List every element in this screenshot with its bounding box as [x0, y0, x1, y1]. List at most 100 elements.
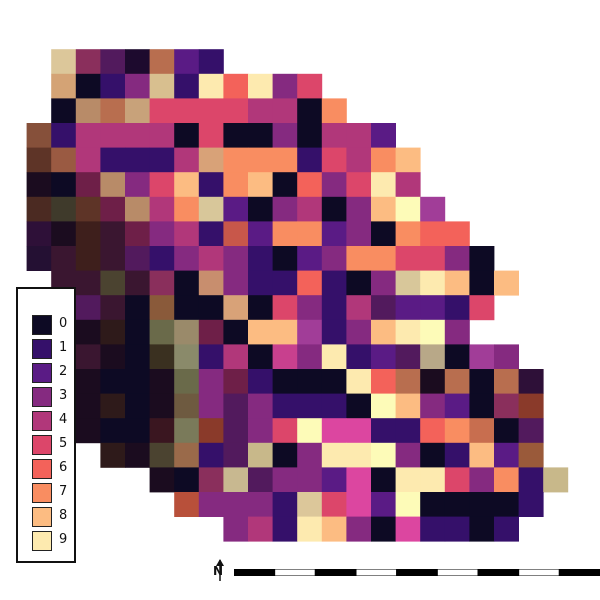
raster-cell	[248, 319, 273, 345]
raster-cell	[469, 467, 495, 493]
raster-cell	[125, 147, 150, 173]
raster-cell	[174, 123, 200, 148]
raster-cell	[395, 295, 421, 321]
raster-cell	[469, 246, 495, 271]
raster-cell	[125, 393, 150, 419]
raster-cell	[248, 172, 273, 198]
raster-cell	[395, 344, 421, 370]
raster-cell	[125, 196, 150, 222]
raster-cell	[149, 295, 175, 321]
raster-cell	[371, 295, 396, 321]
raster-cell	[272, 196, 298, 222]
raster-cell	[321, 369, 347, 394]
raster-cell	[248, 393, 273, 419]
raster-cell	[444, 295, 470, 321]
raster-cell	[223, 73, 249, 99]
raster-cell	[346, 270, 372, 296]
raster-cell	[75, 196, 101, 222]
raster-cell	[149, 98, 175, 124]
legend-label: 5	[59, 436, 68, 451]
raster-cell	[198, 492, 224, 517]
raster-cell	[494, 418, 519, 444]
raster-cell	[321, 492, 347, 517]
raster-cell	[494, 369, 519, 394]
raster-cell	[198, 123, 224, 148]
raster-cell	[174, 344, 200, 370]
raster-cell	[297, 98, 323, 124]
raster-cell	[395, 393, 421, 419]
raster-cell	[297, 369, 323, 394]
legend-swatch	[32, 507, 52, 527]
raster-cell	[321, 270, 347, 296]
raster-cell	[297, 393, 323, 419]
raster-cell	[420, 369, 446, 394]
raster-cell	[125, 369, 150, 394]
raster-cell	[297, 147, 323, 173]
legend-item: 6	[32, 459, 76, 479]
raster-cell	[248, 442, 273, 468]
raster-cell	[248, 516, 273, 542]
raster-cell	[297, 123, 323, 148]
raster-cell	[469, 369, 495, 394]
raster-cell	[321, 98, 347, 124]
raster-cell	[272, 492, 298, 517]
raster-cell	[346, 516, 372, 542]
raster-cell	[543, 467, 569, 493]
legend-label: 6	[59, 460, 68, 475]
raster-cell	[420, 344, 446, 370]
raster-cell	[321, 147, 347, 173]
raster-cell	[75, 369, 101, 394]
raster-cell	[321, 295, 347, 321]
scale-bar-segment	[314, 569, 357, 576]
raster-cell	[518, 442, 544, 468]
raster-cell	[297, 295, 323, 321]
raster-cell	[51, 196, 77, 222]
legend-swatch	[32, 483, 52, 503]
raster-cell	[51, 98, 77, 124]
raster-cell	[272, 393, 298, 419]
raster-cell	[272, 295, 298, 321]
raster-cell	[75, 123, 101, 148]
raster-cell	[125, 418, 150, 444]
raster-cell	[26, 172, 52, 198]
raster-cell	[223, 221, 249, 247]
raster-cell	[395, 270, 421, 296]
legend-swatch	[32, 315, 52, 335]
raster-cell	[248, 123, 273, 148]
raster-cell	[444, 221, 470, 247]
north-arrow-icon	[216, 559, 224, 581]
raster-cell	[223, 123, 249, 148]
raster-cell	[297, 196, 323, 222]
legend-label: 7	[59, 484, 68, 499]
raster-cell	[198, 319, 224, 345]
raster-cell	[371, 221, 396, 247]
scale-bar-segment	[234, 569, 276, 576]
raster-cell	[272, 221, 298, 247]
raster-cell	[297, 492, 323, 517]
raster-cell	[469, 442, 495, 468]
scale-bar-segment	[477, 569, 520, 576]
raster-cell	[75, 295, 101, 321]
scale-bar-segment	[355, 569, 398, 576]
raster-cell	[420, 295, 446, 321]
raster-cell	[444, 270, 470, 296]
raster-cell	[223, 196, 249, 222]
raster-cell	[444, 492, 470, 517]
raster-cell	[223, 344, 249, 370]
raster-cell	[100, 344, 126, 370]
raster-cell	[371, 442, 396, 468]
raster-cell	[444, 516, 470, 542]
raster-cell	[248, 73, 273, 99]
raster-cell	[26, 123, 52, 148]
raster-cell	[51, 123, 77, 148]
raster-cell	[125, 295, 150, 321]
raster-cell	[149, 221, 175, 247]
raster-cell	[100, 418, 126, 444]
raster-cell	[198, 147, 224, 173]
raster-cell	[174, 172, 200, 198]
raster-cell	[75, 172, 101, 198]
raster-cell	[371, 270, 396, 296]
raster-cell	[174, 295, 200, 321]
raster-cell	[174, 147, 200, 173]
